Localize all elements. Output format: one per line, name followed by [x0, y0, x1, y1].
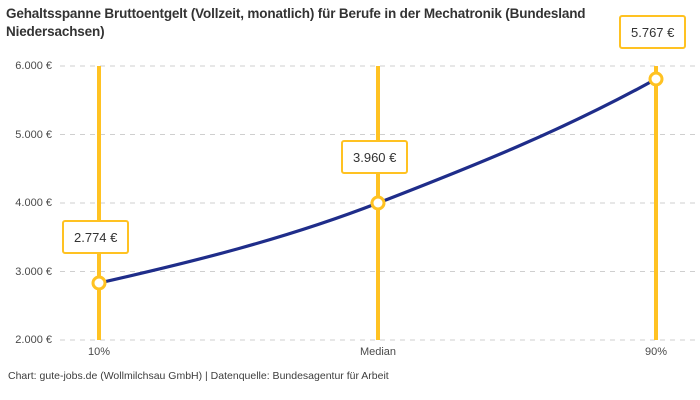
y-tick-label: 6.000 €: [15, 60, 52, 72]
plot-area: [60, 65, 698, 341]
gridlines: [60, 65, 698, 341]
x-tick-label-10: 10%: [87, 346, 111, 358]
y-tick-label: 2.000 €: [15, 334, 52, 346]
value-label-median: 3.960 €: [341, 140, 409, 174]
value-label-p10: 2.774 €: [62, 220, 130, 254]
y-tick-label: 3.000 €: [15, 265, 52, 278]
y-tick-label: 4.000 €: [15, 197, 52, 209]
value-label-p90: 5.767 €: [619, 15, 687, 49]
x-tick-label-90: 90%: [644, 346, 668, 358]
chart-title: Gehaltsspanne Bruttoentgelt (Vollzeit, m…: [6, 6, 586, 39]
chart-svg: [60, 65, 698, 341]
data-point-markers: [91, 71, 664, 291]
y-axis: 6.000 € 5.000 € 4.000 € 3.000 € 2.000 €: [15, 60, 698, 346]
x-tick-label-median: Median: [359, 346, 397, 358]
chart-footer-source: Chart: gute-jobs.de (Wollmilchsau GmbH) …: [8, 370, 389, 382]
y-tick-label: 5.000 €: [15, 128, 52, 141]
